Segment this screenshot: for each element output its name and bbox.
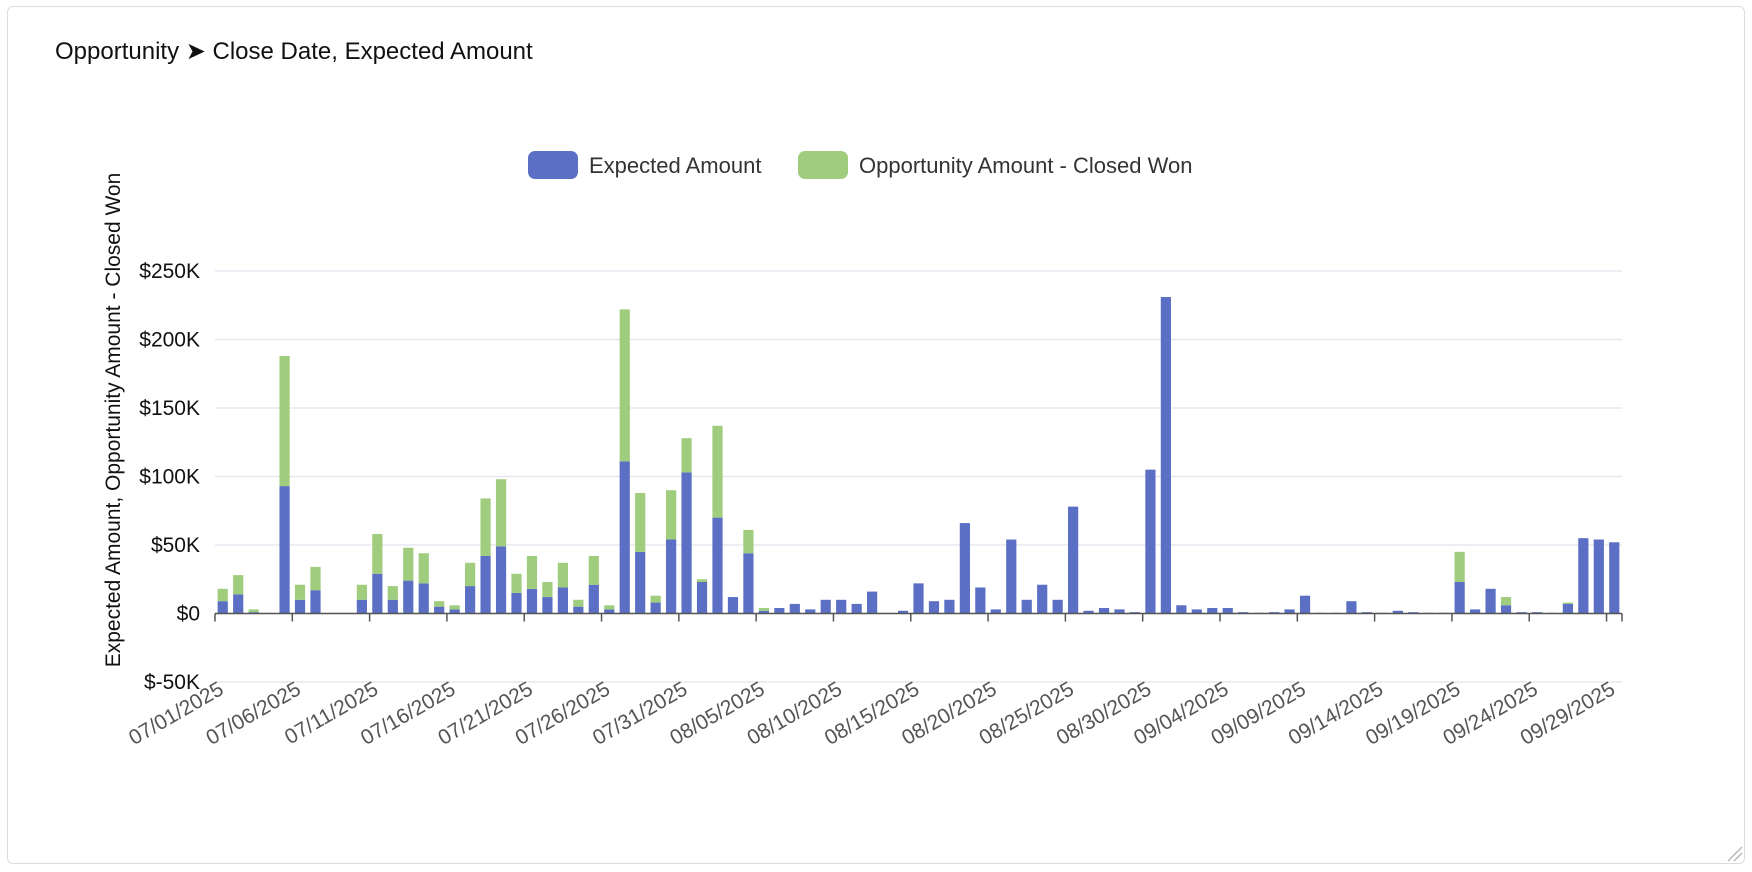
resize-grip-icon[interactable] <box>1722 841 1744 863</box>
card-title: Opportunity ➤ Close Date, Expected Amoun… <box>55 38 533 65</box>
chart-card: Opportunity ➤ Close Date, Expected Amoun… <box>7 6 1745 864</box>
